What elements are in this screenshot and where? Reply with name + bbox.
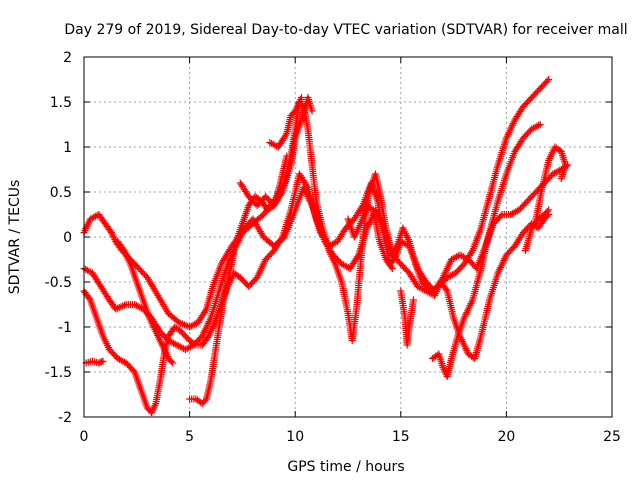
- data-point: [557, 175, 565, 182]
- y-tick-label: 1: [63, 140, 72, 156]
- data-point: [308, 107, 316, 115]
- data-point: [277, 235, 285, 243]
- data-point: [497, 212, 505, 220]
- y-tick-label: -1.5: [45, 365, 72, 381]
- data-series-group: [532, 143, 570, 223]
- data-point: [169, 359, 177, 367]
- y-tick-label: -2: [58, 410, 72, 426]
- data-point: [99, 357, 107, 365]
- data-series-group: [266, 94, 306, 151]
- data-point: [536, 121, 544, 128]
- data-point: [545, 206, 553, 214]
- data-series-group: [82, 357, 107, 367]
- data-point: [303, 182, 311, 190]
- data-point: [545, 76, 553, 83]
- data-series-group: [236, 94, 316, 209]
- data-point: [442, 286, 450, 293]
- data-point: [277, 190, 285, 198]
- x-tick-label: 20: [497, 429, 515, 445]
- data-point: [543, 77, 551, 85]
- data-series-group: [428, 121, 544, 380]
- data-series-group: [521, 206, 553, 254]
- x-tick-label: 25: [603, 429, 621, 445]
- y-tick-label: 0: [63, 230, 72, 246]
- y-tick-label: 0.5: [50, 185, 72, 201]
- data-point: [201, 307, 209, 315]
- x-tick-label: 0: [80, 429, 89, 445]
- data-point: [282, 131, 290, 139]
- x-axis-label: GPS time / hours: [287, 459, 404, 475]
- y-axis-label: SDTVAR / TECUs: [7, 180, 23, 295]
- data-point: [543, 208, 551, 215]
- chart-title: Day 279 of 2019, Sidereal Day-to-day VTE…: [64, 22, 627, 38]
- data-point: [190, 340, 198, 348]
- data-point: [167, 358, 175, 365]
- y-tick-label: -1: [58, 320, 72, 336]
- data-point: [283, 152, 291, 160]
- data-series-group: [114, 238, 177, 367]
- y-tick-label: 1.5: [50, 95, 72, 111]
- x-tick-label: 10: [286, 429, 304, 445]
- y-tick-label: 2: [63, 50, 72, 66]
- data-point: [298, 94, 306, 101]
- data-point: [387, 263, 395, 271]
- data-point: [535, 121, 543, 129]
- data-series-group: [344, 202, 396, 272]
- data-point: [468, 248, 476, 256]
- y-tick-label: -0.5: [45, 275, 72, 291]
- data-point: [409, 296, 417, 304]
- data-series-group: [397, 287, 417, 349]
- axis-ticks: 0 5 10 15 20 25 -2 -1.5 -1 -0.5 0 0.5 1 1.5 2: [45, 50, 621, 445]
- data-point: [354, 253, 362, 261]
- data-point: [388, 265, 396, 272]
- x-tick-label: 5: [185, 429, 194, 445]
- x-tick-label: 15: [392, 429, 410, 445]
- data-series: [80, 76, 572, 416]
